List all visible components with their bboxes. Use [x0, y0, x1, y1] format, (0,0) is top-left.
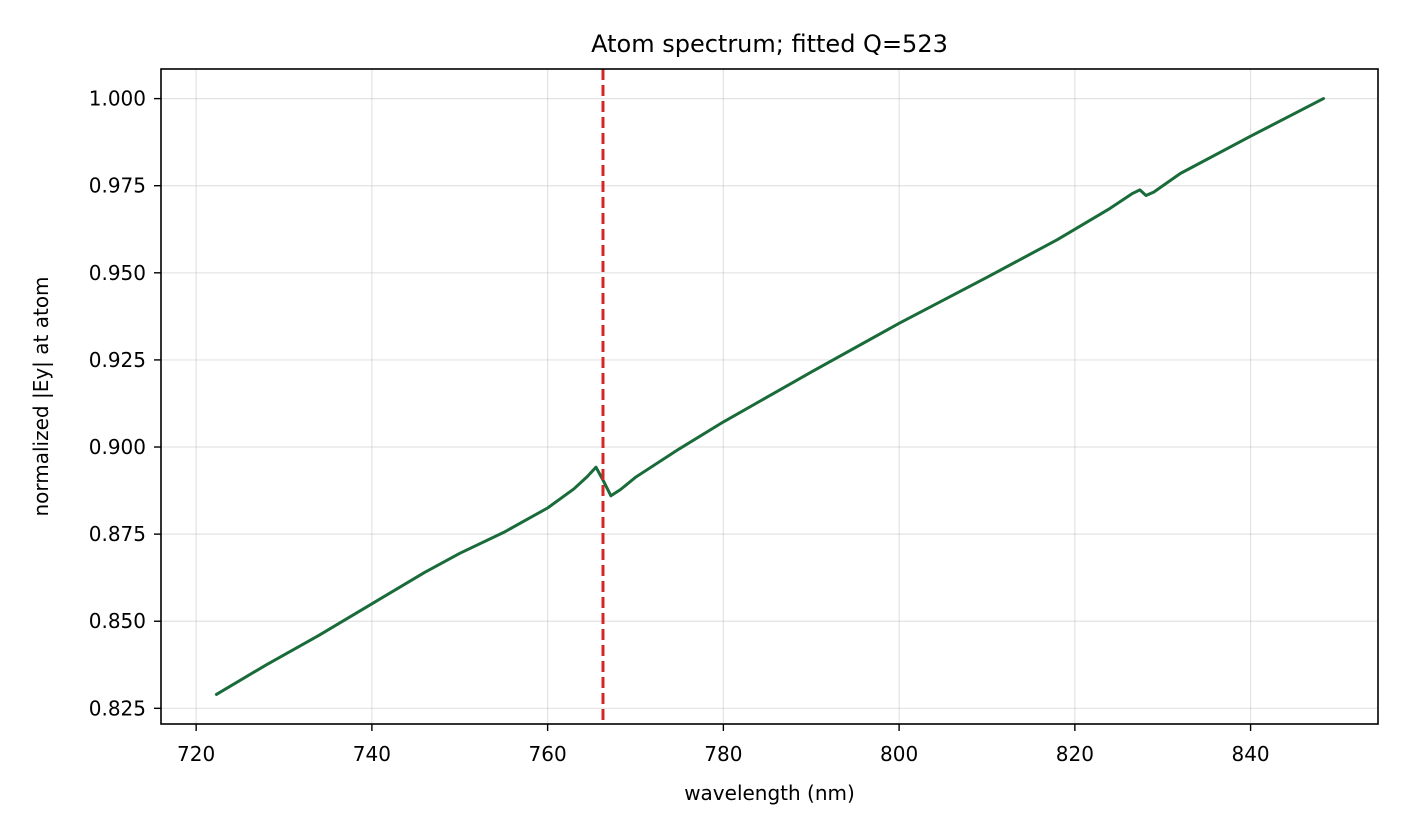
x-tick-label: 740 — [353, 742, 391, 766]
grid-layer — [161, 69, 1378, 724]
x-tick-label: 800 — [880, 742, 918, 766]
series-layer — [214, 97, 1325, 696]
y-axis-ticks: 0.825 0.850 0.875 0.900 0.925 0.950 0.975 1.000 — [89, 87, 161, 720]
x-tick-label: 820 — [1056, 742, 1094, 766]
y-tick-label: 0.975 — [89, 174, 146, 198]
chart-title: Atom spectrum; fitted Q=523 — [591, 30, 948, 58]
y-tick-label: 0.825 — [89, 696, 146, 720]
y-tick-label: 0.850 — [89, 609, 146, 633]
x-tick-label: 720 — [177, 742, 215, 766]
y-axis-label: normalized |Ey| at atom — [29, 276, 53, 516]
x-tick-label: 840 — [1231, 742, 1269, 766]
x-tick-label: 760 — [529, 742, 567, 766]
y-tick-label: 1.000 — [89, 87, 146, 111]
x-axis-ticks: 720 740 760 780 800 820 840 — [177, 724, 1270, 766]
series-line — [214, 97, 1325, 696]
y-tick-label: 0.900 — [89, 435, 146, 459]
y-tick-label: 0.875 — [89, 522, 146, 546]
plot-frame — [160, 68, 1379, 725]
x-axis-label: wavelength (nm) — [684, 781, 855, 805]
y-tick-label: 0.925 — [89, 348, 146, 372]
y-tick-label: 0.950 — [89, 261, 146, 285]
x-tick-label: 780 — [704, 742, 742, 766]
